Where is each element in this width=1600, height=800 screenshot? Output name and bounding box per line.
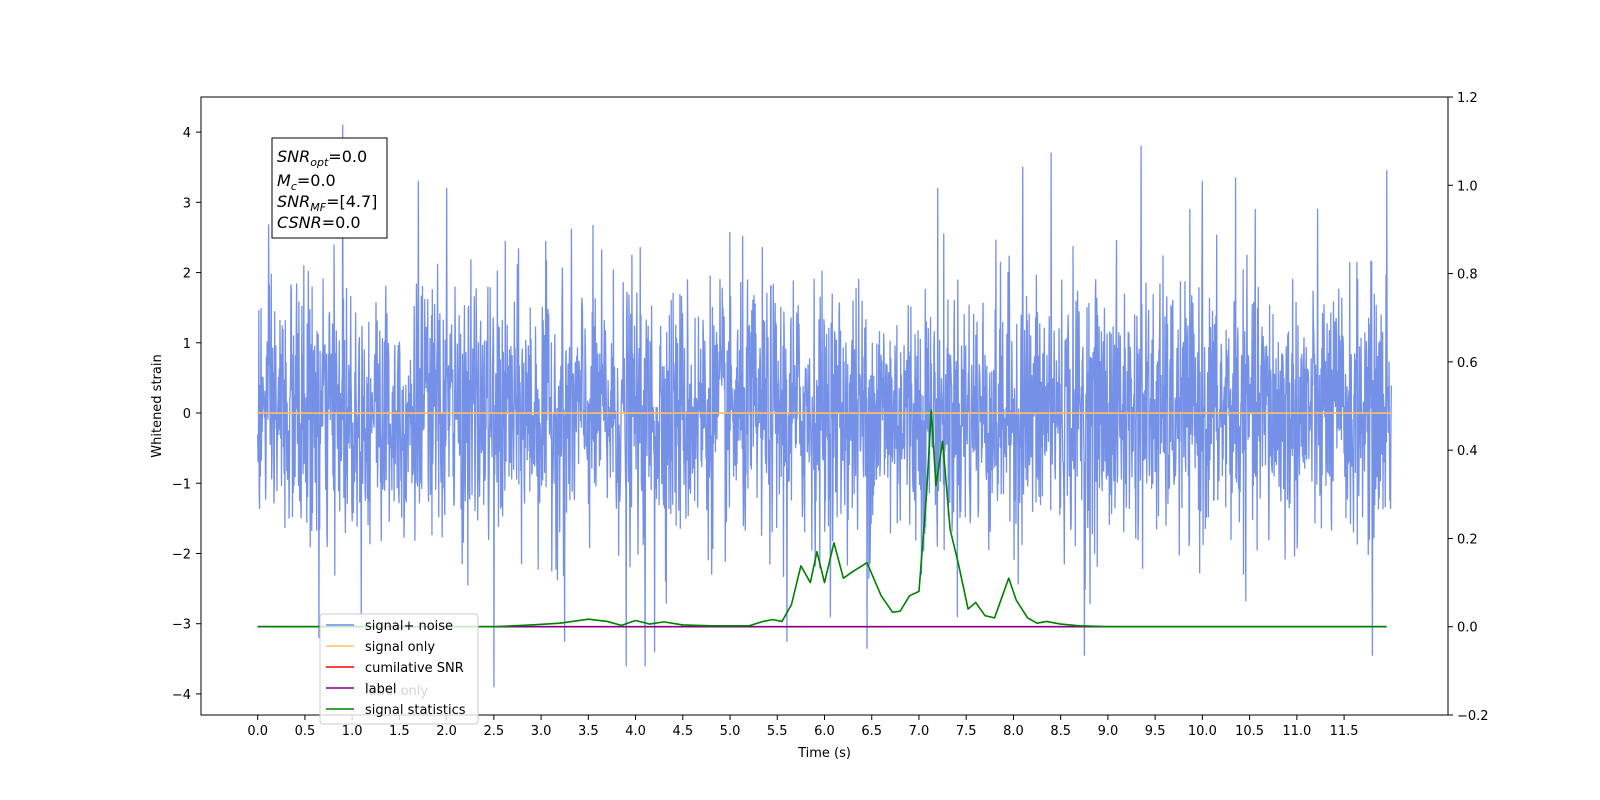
y-right-tick-label: 0.4 (1457, 444, 1478, 459)
y-left-tick-label: 3 (183, 196, 191, 211)
series-signal-noise-line (257, 124, 1392, 688)
legend-label-signal-statistics: signal statistics (365, 703, 466, 718)
y-axis-right-ticks: 1.2 1.0 0.8 0.6 0.4 0.2 0.0 −0.2 (1448, 91, 1489, 724)
y-axis-left-ticks: 4 3 2 1 0 −1 −2 −3 −4 (172, 126, 201, 703)
y-right-tick-label: 0.0 (1457, 621, 1478, 636)
y-left-tick-label: 1 (183, 337, 191, 352)
y-left-tick-label: 4 (183, 126, 191, 141)
annotation-line-snr-opt: SNRopt=0.0 (277, 147, 367, 169)
series-signal-statistics-line (257, 409, 1387, 628)
legend-hidden-entry-text: label only (365, 684, 428, 699)
x-tick-label: 4.5 (672, 724, 693, 739)
x-tick-label: 8.0 (1003, 724, 1024, 739)
legend-label-signal-noise: signal+ noise (365, 619, 453, 634)
annotation-line-chirp-mass: Mc=0.0 (277, 171, 336, 193)
x-tick-label: 11.5 (1330, 724, 1359, 739)
x-tick-label: 7.5 (956, 724, 977, 739)
x-axis-ticks: 0.0 0.5 1.0 1.5 2.0 2.5 3.0 3.5 4.0 4.5 5.0 5.5 6.0 6… (247, 715, 1359, 739)
legend-label-signal-only: signal only (365, 640, 435, 655)
legend-label-label: label (365, 682, 396, 697)
y-left-tick-label: 2 (183, 267, 191, 282)
x-tick-label: 2.0 (436, 724, 457, 739)
y-axis-label: Whitened strain (150, 354, 165, 457)
x-tick-label: 1.0 (342, 724, 363, 739)
x-tick-label: 9.5 (1145, 724, 1166, 739)
x-tick-label: 5.5 (767, 724, 788, 739)
x-tick-label: 11.0 (1282, 724, 1311, 739)
y-right-tick-label: 1.2 (1457, 91, 1478, 106)
y-left-tick-label: −2 (172, 547, 191, 562)
x-tick-label: 3.0 (531, 724, 552, 739)
legend-label-cumulative-snr: cumilative SNR (365, 661, 464, 676)
x-tick-label: 9.0 (1098, 724, 1119, 739)
y-right-tick-label: 0.6 (1457, 356, 1478, 371)
y-right-tick-label: 0.8 (1457, 268, 1478, 283)
y-left-tick-label: −3 (172, 618, 191, 633)
y-right-tick-label: −0.2 (1457, 709, 1489, 724)
annotation-frame (271, 137, 388, 239)
x-axis-label: Time (s) (797, 746, 851, 761)
x-tick-label: 2.5 (484, 724, 505, 739)
legend-frame (319, 613, 479, 725)
x-tick-label: 6.5 (861, 724, 882, 739)
y-left-tick-label: −4 (172, 688, 191, 703)
x-tick-label: 0.5 (295, 724, 316, 739)
x-tick-label: 0.0 (247, 724, 268, 739)
annotation-line-csnr: CSNR=0.0 (277, 213, 361, 232)
x-tick-label: 7.0 (909, 724, 930, 739)
chart-legend: label only signal+ noise signal only cum… (319, 613, 479, 725)
y-left-tick-label: −1 (172, 477, 191, 492)
annotation-line-snr-mf: SNRMF=[4.7] (277, 192, 377, 214)
y-right-tick-label: 0.2 (1457, 532, 1478, 547)
x-tick-label: 8.5 (1050, 724, 1071, 739)
x-tick-label: 10.0 (1188, 724, 1217, 739)
y-left-tick-label: 0 (183, 407, 191, 422)
x-tick-label: 4.0 (625, 724, 646, 739)
x-tick-label: 5.0 (720, 724, 741, 739)
x-tick-label: 10.5 (1235, 724, 1264, 739)
y-right-tick-label: 1.0 (1457, 179, 1478, 194)
x-tick-label: 3.5 (578, 724, 599, 739)
x-tick-label: 1.5 (389, 724, 410, 739)
x-tick-label: 6.0 (814, 724, 835, 739)
stats-annotation-box: SNRopt=0.0 Mc=0.0 SNRMF=[4.7] CSNR=0.0 (271, 137, 388, 239)
